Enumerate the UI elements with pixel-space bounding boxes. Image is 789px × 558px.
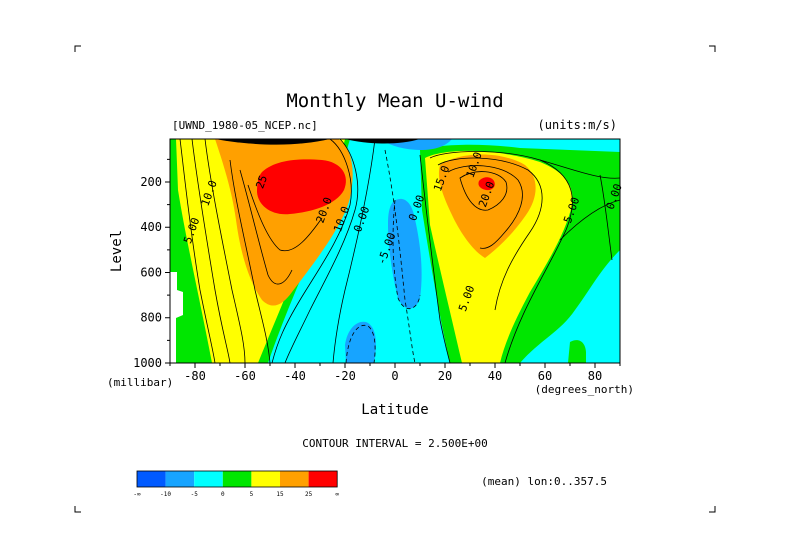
x-tick-label: -20 xyxy=(334,369,356,383)
x-tick-label: 0 xyxy=(391,369,398,383)
y-tick-label: 800 xyxy=(140,311,162,325)
y-tick-label: 600 xyxy=(140,265,162,279)
colorbar-swatch xyxy=(251,471,280,487)
footer-text: (mean) lon:0..357.5 xyxy=(481,475,607,488)
field-missing-data xyxy=(170,272,183,363)
field-orange-north xyxy=(438,154,536,258)
field-top-strip xyxy=(215,139,330,145)
x-tick-label: -40 xyxy=(284,369,306,383)
field-blue-equator xyxy=(388,198,422,309)
colorbar-label: -∞ xyxy=(133,491,141,498)
y-axis-label: Level xyxy=(109,230,125,272)
colorbar-swatch xyxy=(308,471,338,487)
colorbar: -∞ -10 -5 0 5 15 25 ∞ xyxy=(133,470,339,498)
contour-label: 25 xyxy=(253,173,270,190)
x-axis: -80 -60 -40 -20 0 20 40 60 80 xyxy=(169,363,621,383)
contour-lines xyxy=(179,139,620,363)
colorbar-label: 5 xyxy=(250,491,254,498)
page-corner-marks xyxy=(74,45,716,513)
colorbar-frame xyxy=(136,470,338,488)
x-tick-label: 60 xyxy=(538,369,552,383)
x-tick-label: -60 xyxy=(234,369,256,383)
y-tick-label: 200 xyxy=(140,175,162,189)
colorbar-label: 25 xyxy=(305,491,313,498)
y-tick-label: 400 xyxy=(140,220,162,234)
contour-field xyxy=(170,139,620,363)
x-axis-units: (degrees_north) xyxy=(535,383,634,396)
colorbar-swatch xyxy=(280,471,309,487)
x-axis-label: Latitude xyxy=(361,402,428,418)
units-label: (units:m/s) xyxy=(538,118,617,132)
colorbar-swatch xyxy=(165,471,195,487)
x-tick-label: 20 xyxy=(438,369,452,383)
field-blue-lower xyxy=(345,321,376,363)
colorbar-label: -10 xyxy=(160,491,171,498)
colorbar-label: 15 xyxy=(276,491,284,498)
x-tick-label: 80 xyxy=(588,369,602,383)
field-top-strip-equator xyxy=(345,139,420,144)
colorbar-swatch xyxy=(137,471,166,487)
x-tick-label: -80 xyxy=(184,369,206,383)
field-red-south xyxy=(257,159,346,215)
y-axis-units: (millibar) xyxy=(107,376,173,389)
colorbar-label: ∞ xyxy=(335,491,339,498)
field-green-blob xyxy=(568,340,586,363)
colorbar-label: -5 xyxy=(191,491,199,498)
field-red-north xyxy=(478,177,495,191)
dataset-label: [UWND_1980-05_NCEP.nc] xyxy=(172,119,318,132)
colorbar-swatch xyxy=(222,471,252,487)
colorbar-label: 0 xyxy=(221,491,225,498)
contour-interval-text: CONTOUR INTERVAL = 2.500E+00 xyxy=(302,437,487,450)
x-tick-label: 40 xyxy=(488,369,502,383)
y-tick-label: 1000 xyxy=(133,356,162,370)
y-axis: 200 400 600 800 1000 xyxy=(133,158,170,370)
chart-title: Monthly Mean U-wind xyxy=(286,90,503,112)
colorbar-swatch xyxy=(194,471,223,487)
